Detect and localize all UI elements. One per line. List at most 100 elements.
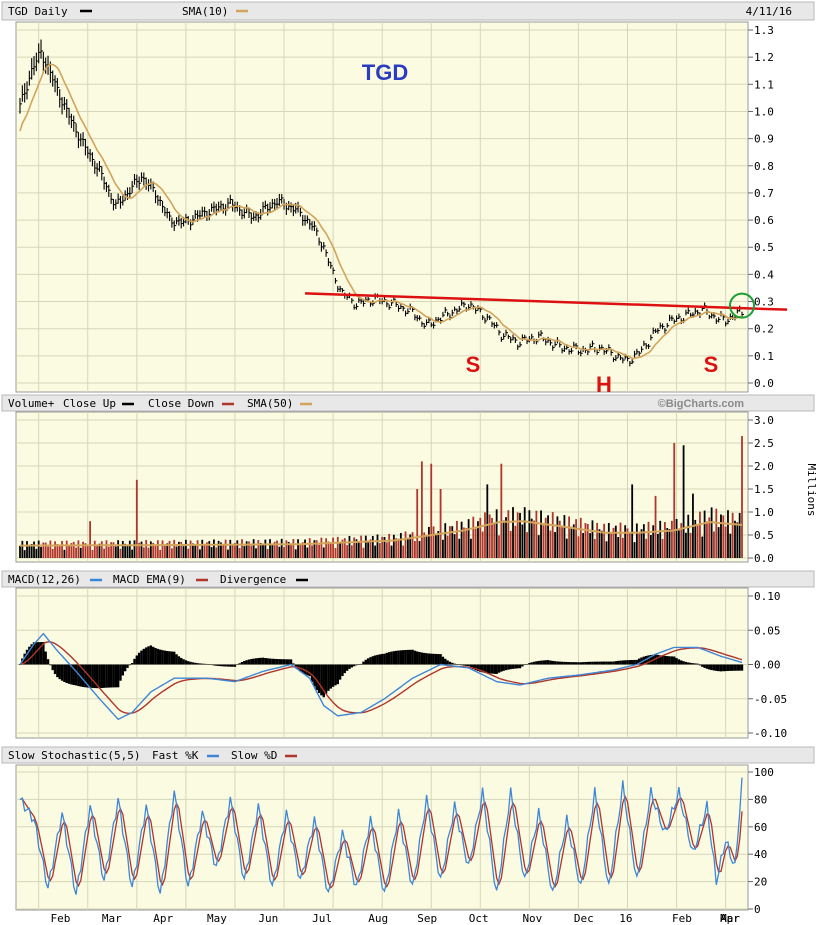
- divergence-bar: [67, 664, 71, 684]
- volume-legend-up: Close Up: [63, 397, 116, 410]
- volume-panel: Volume+ Close Up Close Down SMA(50) ©Big…: [1, 394, 816, 565]
- volume-bar: [229, 539, 232, 558]
- volume-bar: [355, 539, 358, 558]
- volume-bar: [269, 539, 271, 558]
- divergence-bar: [444, 658, 447, 665]
- volume-bar: [371, 536, 374, 558]
- volume-bar: [493, 523, 496, 558]
- volume-bar: [628, 532, 631, 558]
- divergence-bar: [364, 659, 368, 665]
- volume-bar: [114, 546, 117, 558]
- volume-bar: [420, 461, 423, 558]
- volume-bar: [343, 538, 346, 558]
- divergence-bar: [18, 664, 22, 665]
- volume-bar: [86, 545, 89, 558]
- divergence-bar: [437, 654, 440, 665]
- volume-bar: [621, 537, 624, 558]
- macd-y-tick-label: -0.10: [754, 727, 787, 740]
- volume-bar: [406, 539, 409, 558]
- divergence-bar: [37, 642, 40, 665]
- divergence-bar: [409, 649, 412, 665]
- divergence-bar: [423, 652, 426, 665]
- divergence-bar: [156, 648, 160, 665]
- divergence-bar: [107, 664, 110, 688]
- volume-bar: [561, 526, 563, 558]
- divergence-bar: [217, 664, 220, 667]
- divergence-bar: [740, 664, 744, 671]
- divergence-bar: [170, 651, 174, 665]
- divergence-bar: [542, 660, 545, 665]
- volume-bar: [96, 544, 99, 558]
- divergence-bar: [88, 664, 92, 688]
- divergence-bar: [58, 664, 61, 680]
- divergence-bar: [348, 664, 351, 669]
- macd-legend-title: MACD(12,26): [8, 573, 81, 586]
- macd-header-bar: [1, 570, 815, 588]
- volume-bar: [479, 517, 482, 558]
- divergence-bar: [387, 652, 391, 665]
- divergence-bar: [460, 664, 463, 666]
- divergence-bar: [539, 660, 543, 665]
- volume-bar: [266, 549, 269, 558]
- stochastic-y-tick-label: 40: [754, 848, 767, 861]
- divergence-bar: [623, 660, 627, 665]
- stochastic-y-tick-label: 0: [754, 903, 761, 916]
- volume-bar: [196, 540, 199, 558]
- volume-bar: [666, 528, 669, 558]
- divergence-bar: [446, 660, 449, 665]
- volume-bar: [395, 538, 398, 558]
- divergence-bar: [504, 664, 508, 671]
- volume-bar: [624, 525, 627, 558]
- volume-bar: [397, 538, 400, 558]
- divergence-bar: [448, 661, 452, 665]
- divergence-bar: [240, 662, 244, 665]
- volume-bar: [192, 543, 194, 558]
- volume-y-tick-label: 2.5: [754, 437, 774, 450]
- price-y-tick-label: 0.8: [754, 160, 774, 173]
- volume-bar: [63, 549, 66, 558]
- volume-bar: [301, 542, 304, 558]
- divergence-bar: [102, 664, 106, 688]
- divergence-bar: [203, 663, 206, 665]
- volume-bar: [614, 525, 617, 558]
- volume-bar: [287, 541, 290, 558]
- stochastic-legend-slowd: Slow %D: [231, 749, 277, 762]
- month-label: Feb: [672, 912, 692, 925]
- divergence-bar: [257, 658, 260, 665]
- divergence-bar: [313, 664, 316, 687]
- volume-bar: [51, 548, 54, 558]
- divergence-bar: [560, 661, 564, 665]
- volume-bar: [413, 541, 416, 558]
- divergence-bar: [523, 664, 526, 666]
- divergence-bar: [455, 664, 459, 665]
- divergence-bar: [392, 651, 396, 665]
- divergence-bar: [628, 660, 632, 665]
- divergence-bar: [630, 659, 634, 665]
- divergence-bar: [273, 658, 276, 665]
- volume-y-tick-label: 3.0: [754, 414, 774, 427]
- divergence-bar: [194, 662, 197, 665]
- divergence-bar: [196, 663, 199, 665]
- divergence-bar: [544, 660, 547, 665]
- volume-bar: [474, 528, 477, 558]
- divergence-bar: [593, 661, 596, 665]
- volume-bar: [140, 541, 143, 558]
- volume-unit-label: Millions: [805, 464, 816, 517]
- volume-bar: [722, 515, 725, 558]
- volume-bar: [502, 520, 505, 558]
- volume-bar: [477, 521, 479, 558]
- volume-bar: [227, 549, 229, 558]
- divergence-bar: [474, 664, 477, 671]
- month-label: Jul: [312, 912, 332, 925]
- volume-bar: [617, 537, 620, 558]
- divergence-bar: [458, 664, 461, 665]
- divergence-bar: [173, 651, 176, 665]
- volume-bar: [168, 540, 171, 558]
- divergence-bar: [303, 664, 307, 675]
- divergence-bar: [243, 660, 246, 665]
- divergence-bar: [130, 663, 134, 665]
- divergence-bar: [553, 661, 557, 665]
- divergence-bar: [229, 664, 232, 667]
- volume-bar: [238, 548, 241, 558]
- divergence-bar: [268, 658, 272, 665]
